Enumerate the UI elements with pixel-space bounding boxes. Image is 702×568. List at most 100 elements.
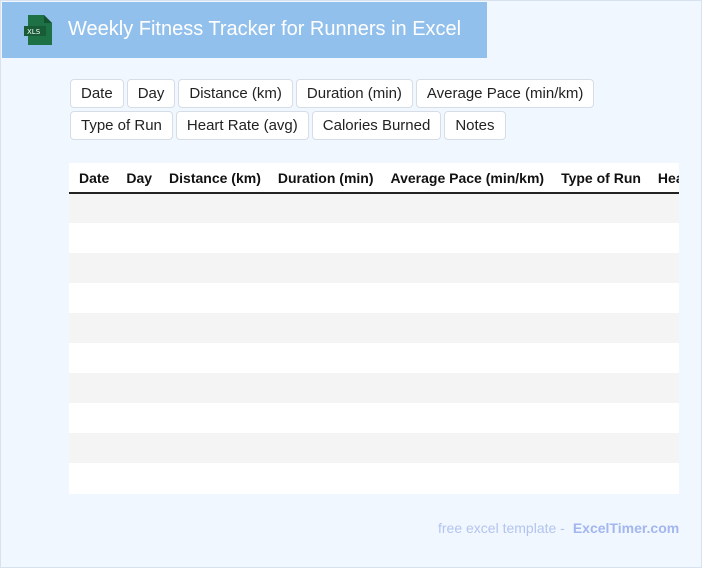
table-cell[interactable] xyxy=(69,283,117,313)
column-header: Average Pace (min/km) xyxy=(380,163,552,194)
table-cell[interactable] xyxy=(551,253,648,283)
table-cell[interactable] xyxy=(551,433,648,463)
column-header: Day xyxy=(116,163,160,194)
title-banner: XLS Weekly Fitness Tracker for Runners i… xyxy=(2,2,487,58)
table-cell[interactable] xyxy=(267,193,381,223)
table-cell[interactable] xyxy=(551,373,648,403)
table-cell[interactable] xyxy=(551,283,648,313)
table-cell[interactable] xyxy=(267,283,381,313)
column-chip[interactable]: Date xyxy=(70,79,124,108)
column-chip[interactable]: Day xyxy=(126,79,176,108)
table-row xyxy=(69,253,679,283)
table-row xyxy=(69,373,679,403)
footer-brand-link[interactable]: ExcelTimer.com xyxy=(572,520,680,536)
table-cell[interactable] xyxy=(380,223,552,253)
column-chip[interactable]: Average Pace (min/km) xyxy=(415,79,595,108)
table-cell[interactable] xyxy=(69,463,117,493)
column-chip[interactable]: Duration (min) xyxy=(295,79,413,108)
table-cell[interactable] xyxy=(647,313,679,343)
table-row xyxy=(69,313,679,343)
table-cell[interactable] xyxy=(267,253,381,283)
table-cell[interactable] xyxy=(116,343,160,373)
table-cell[interactable] xyxy=(267,313,381,343)
table-cell[interactable] xyxy=(159,253,268,283)
table-cell[interactable] xyxy=(159,343,268,373)
table-cell[interactable] xyxy=(551,463,648,493)
table-cell[interactable] xyxy=(69,313,117,343)
table-cell[interactable] xyxy=(551,223,648,253)
footer: free excel template - ExcelTimer.com xyxy=(438,520,679,536)
table-cell[interactable] xyxy=(551,313,648,343)
table-cell[interactable] xyxy=(69,433,117,463)
table-cell[interactable] xyxy=(647,283,679,313)
column-chip[interactable]: Heart Rate (avg) xyxy=(175,111,309,140)
table-cell[interactable] xyxy=(69,223,117,253)
table-cell[interactable] xyxy=(159,403,268,433)
table-cell[interactable] xyxy=(551,343,648,373)
table-cell[interactable] xyxy=(116,193,160,223)
column-chip[interactable]: Type of Run xyxy=(70,111,173,140)
table-cell[interactable] xyxy=(116,283,160,313)
table-row xyxy=(69,343,679,373)
table-cell[interactable] xyxy=(380,403,552,433)
table-cell[interactable] xyxy=(69,193,117,223)
table-cell[interactable] xyxy=(380,343,552,373)
table-cell[interactable] xyxy=(116,253,160,283)
table-cell[interactable] xyxy=(116,373,160,403)
table-cell[interactable] xyxy=(380,433,552,463)
table-cell[interactable] xyxy=(159,283,268,313)
table-cell[interactable] xyxy=(69,373,117,403)
table-cell[interactable] xyxy=(267,343,381,373)
column-chip[interactable]: Distance (km) xyxy=(178,79,293,108)
table-cell[interactable] xyxy=(267,373,381,403)
table-cell[interactable] xyxy=(267,403,381,433)
table-cell[interactable] xyxy=(159,433,268,463)
table-row xyxy=(69,193,679,223)
table-cell[interactable] xyxy=(159,223,268,253)
table-cell[interactable] xyxy=(159,373,268,403)
table-cell[interactable] xyxy=(69,253,117,283)
column-chip[interactable]: Calories Burned xyxy=(311,111,442,140)
table-cell[interactable] xyxy=(380,313,552,343)
table-cell[interactable] xyxy=(380,373,552,403)
page-title: Weekly Fitness Tracker for Runners in Ex… xyxy=(68,18,462,40)
table-cell[interactable] xyxy=(267,433,381,463)
table-cell[interactable] xyxy=(116,433,160,463)
table-cell[interactable] xyxy=(267,223,381,253)
column-chip[interactable]: Notes xyxy=(444,111,506,140)
table-cell[interactable] xyxy=(647,463,679,493)
table-cell[interactable] xyxy=(116,223,160,253)
table-cell[interactable] xyxy=(380,283,552,313)
column-chips: Date Day Distance (km) Duration (min) Averag… xyxy=(70,79,700,140)
table-cell[interactable] xyxy=(551,403,648,433)
column-header: Heart Rate (avg) xyxy=(647,163,679,194)
table-cell[interactable] xyxy=(647,373,679,403)
table-row xyxy=(69,433,679,463)
table-row xyxy=(69,463,679,493)
table-cell[interactable] xyxy=(647,253,679,283)
table-cell[interactable] xyxy=(69,403,117,433)
table-cell[interactable] xyxy=(69,343,117,373)
table-cell[interactable] xyxy=(159,463,268,493)
table-cell[interactable] xyxy=(116,313,160,343)
table-cell[interactable] xyxy=(647,403,679,433)
table-cell[interactable] xyxy=(116,403,160,433)
table-cell[interactable] xyxy=(647,343,679,373)
table-cell[interactable] xyxy=(647,193,679,223)
table-cell[interactable] xyxy=(647,433,679,463)
table-row xyxy=(69,403,679,433)
table-cell[interactable] xyxy=(267,463,381,493)
tracker-table: Date Day Distance (km) Duration (min) Averag… xyxy=(69,163,679,494)
table-cell[interactable] xyxy=(116,463,160,493)
table-cell[interactable] xyxy=(551,193,648,223)
table-cell[interactable] xyxy=(159,313,268,343)
table-cell[interactable] xyxy=(380,193,552,223)
column-header: Date xyxy=(69,163,117,194)
column-header: Duration (min) xyxy=(267,163,381,194)
table-row xyxy=(69,283,679,313)
table-cell[interactable] xyxy=(159,193,268,223)
table-cell[interactable] xyxy=(380,253,552,283)
column-header: Distance (km) xyxy=(159,163,268,194)
table-cell[interactable] xyxy=(647,223,679,253)
table-cell[interactable] xyxy=(380,463,552,493)
